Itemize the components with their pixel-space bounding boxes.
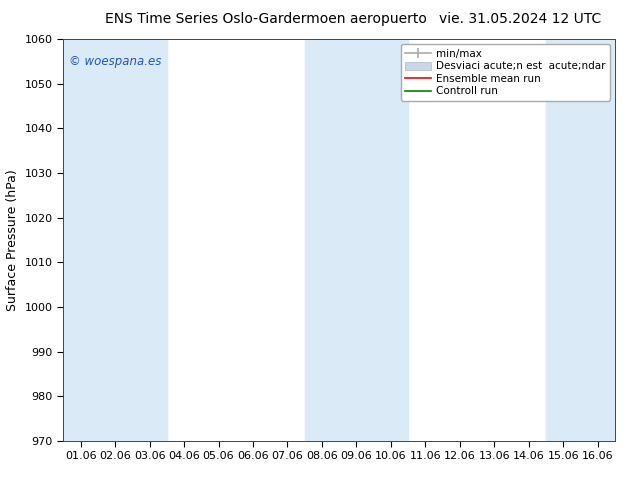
Text: vie. 31.05.2024 12 UTC: vie. 31.05.2024 12 UTC bbox=[439, 12, 601, 26]
Y-axis label: Surface Pressure (hPa): Surface Pressure (hPa) bbox=[6, 169, 19, 311]
Bar bbox=[63, 39, 167, 441]
Bar bbox=[305, 39, 408, 441]
Text: ENS Time Series Oslo-Gardermoen aeropuerto: ENS Time Series Oslo-Gardermoen aeropuer… bbox=[105, 12, 427, 26]
Text: © woespana.es: © woespana.es bbox=[69, 55, 161, 68]
Bar bbox=[546, 39, 615, 441]
Legend: min/max, Desviaci acute;n est  acute;ndar, Ensemble mean run, Controll run: min/max, Desviaci acute;n est acute;ndar… bbox=[401, 45, 610, 100]
